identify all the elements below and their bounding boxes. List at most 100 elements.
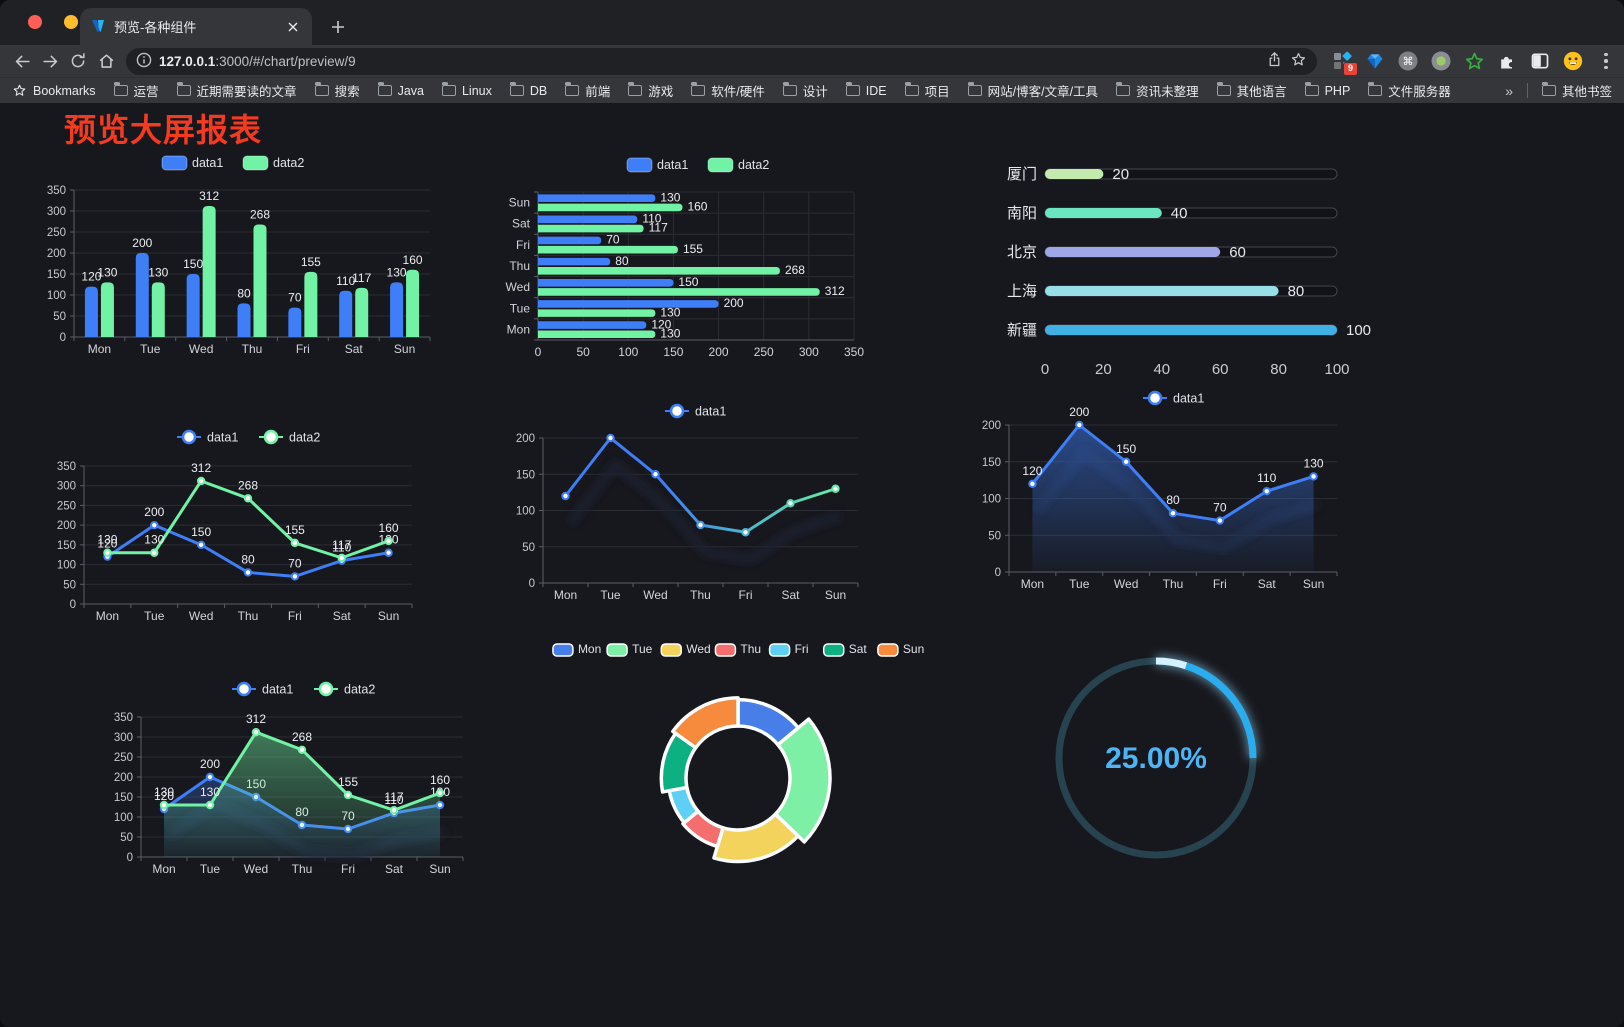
- bookmark-item[interactable]: 项目: [904, 81, 950, 100]
- browser-menu-button[interactable]: [1596, 50, 1616, 72]
- chart-canvas: data1 data2 0 50 100 150 200 250 300 350 Mon Tue Wed…: [114, 681, 464, 876]
- close-window-button[interactable]: [28, 15, 42, 29]
- bookmark-item[interactable]: Linux: [441, 82, 492, 98]
- extension-puzzle-icon[interactable]: [1496, 50, 1518, 72]
- svg-text:100: 100: [982, 494, 1001, 506]
- other-bookmarks[interactable]: 其他书签: [1541, 81, 1612, 100]
- address-bar[interactable]: 127.0.0.1:3000/#/chart/preview/9: [126, 47, 1317, 75]
- line-chart-two-series[interactable]: data1 data2 0 50 100 150 200 250 300 350 Mon Tue Wed…: [48, 420, 420, 638]
- sidebar-toggle-icon[interactable]: [1529, 50, 1551, 72]
- back-button[interactable]: [8, 48, 36, 74]
- area-line-chart[interactable]: data1 0 50 100 150 200 Mon Tue Wed Thu Fri Sat Sun 12…: [965, 388, 1350, 596]
- svg-text:200: 200: [516, 433, 535, 445]
- share-button[interactable]: [1266, 51, 1283, 71]
- browser-tab[interactable]: 预览-各种组件: [80, 8, 312, 45]
- svg-text:130: 130: [387, 265, 407, 279]
- bookmark-item[interactable]: 其他语言: [1216, 81, 1287, 100]
- svg-text:Mon: Mon: [507, 322, 530, 336]
- svg-text:0: 0: [60, 332, 66, 344]
- bookmark-item[interactable]: 文件服务器: [1368, 81, 1451, 100]
- bookmarks-overflow-chevron[interactable]: »: [1505, 82, 1513, 99]
- bookmark-item[interactable]: IDE: [845, 82, 887, 98]
- home-button[interactable]: [92, 48, 120, 74]
- svg-text:100: 100: [47, 290, 66, 302]
- svg-text:100: 100: [618, 345, 638, 359]
- progress-bars-chart[interactable]: 厦门 20 南阳 40 北京 60 上海 80 新疆 100 0 20 40 60 80 100: [985, 150, 1377, 385]
- bookmark-item[interactable]: PHP: [1304, 82, 1350, 98]
- extension-record-icon[interactable]: [1430, 50, 1452, 72]
- extension-grid-icon[interactable]: 9: [1331, 50, 1358, 76]
- new-tab-button[interactable]: [326, 15, 350, 39]
- bookmark-label: 运营: [133, 85, 159, 99]
- svg-text:Fri: Fri: [1213, 577, 1227, 591]
- bookmark-item[interactable]: Java: [377, 82, 424, 98]
- svg-text:80: 80: [241, 552, 255, 566]
- bookmark-label: 近期需要读的文章: [196, 85, 297, 99]
- reload-button[interactable]: [64, 48, 92, 74]
- folder-icon: [628, 82, 643, 96]
- bookmark-item[interactable]: 设计: [782, 81, 828, 100]
- folder-icon: [967, 82, 982, 96]
- svg-text:130: 130: [144, 533, 164, 547]
- bookmark-item[interactable]: 近期需要读的文章: [176, 81, 297, 100]
- svg-text:100: 100: [1346, 322, 1371, 339]
- bookmark-label: 游戏: [648, 85, 674, 99]
- svg-text:268: 268: [785, 263, 805, 277]
- svg-text:40: 40: [1171, 205, 1188, 222]
- horizontal-bar-chart[interactable]: data1 data2 0 50 100 150 200 250 300 350 Sun Sat Fri…: [500, 150, 900, 365]
- bookmarks-separator: [1526, 83, 1528, 98]
- area-chart-two-series[interactable]: data1 data2 0 50 100 150 200 250 300 350 Mon Tue Wed…: [105, 672, 477, 888]
- bookmark-item[interactable]: 前端: [565, 81, 610, 100]
- svg-text:150: 150: [516, 469, 535, 481]
- extension-gem-icon[interactable]: [1364, 50, 1386, 72]
- emoji-extension-icon[interactable]: [1562, 50, 1584, 72]
- svg-text:Wed: Wed: [643, 588, 667, 602]
- svg-text:Fri: Fri: [288, 609, 302, 623]
- bookmark-label: 资讯未整理: [1136, 85, 1199, 99]
- svg-text:80: 80: [1288, 283, 1305, 300]
- svg-text:150: 150: [982, 457, 1001, 469]
- svg-text:Sat: Sat: [849, 642, 868, 656]
- site-info-icon[interactable]: [136, 52, 152, 71]
- bookmark-item[interactable]: 资讯未整理: [1116, 81, 1199, 100]
- svg-text:120: 120: [97, 537, 117, 551]
- bookmark-item[interactable]: 游戏: [628, 81, 673, 100]
- svg-text:70: 70: [606, 233, 620, 247]
- svg-text:160: 160: [403, 253, 423, 267]
- svg-text:155: 155: [338, 775, 358, 789]
- tab-close-icon[interactable]: [284, 18, 302, 36]
- bookmark-star-button[interactable]: [1290, 51, 1307, 71]
- gauge-chart[interactable]: 25.00%: [1040, 640, 1280, 880]
- page-title: 预览大屏报表: [64, 112, 263, 148]
- bookmark-item[interactable]: 软件/硬件: [691, 81, 765, 100]
- svg-text:350: 350: [844, 345, 864, 359]
- folder-icon: [565, 82, 580, 96]
- svg-text:Wed: Wed: [1114, 577, 1138, 591]
- svg-text:Wed: Wed: [506, 280, 530, 294]
- svg-text:60: 60: [1229, 244, 1246, 261]
- svg-text:50: 50: [63, 579, 76, 591]
- svg-text:130: 130: [97, 265, 117, 279]
- bookmark-item[interactable]: DB: [509, 82, 547, 98]
- svg-text:70: 70: [288, 291, 302, 305]
- extension-star-icon[interactable]: [1463, 50, 1485, 72]
- svg-text:300: 300: [114, 732, 133, 744]
- bookmarks-root[interactable]: Bookmarks: [12, 83, 96, 98]
- bookmark-label: 其他语言: [1236, 85, 1287, 99]
- chart-canvas: data1 0 50 100 150 200 Mon Tue Wed Thu Fri Sat Sun: [516, 403, 859, 602]
- bar-chart[interactable]: data1 data2 0 50 100 150 200 250 300 350 Mon Tue Wed…: [40, 148, 440, 360]
- bookmark-item[interactable]: 网站/博客/文章/工具: [967, 81, 1099, 100]
- forward-button[interactable]: [36, 48, 64, 74]
- bookmark-item[interactable]: 搜索: [314, 81, 360, 100]
- rose-donut-chart[interactable]: Mon Tue Wed Thu Fri Sat Sun: [548, 638, 928, 890]
- line-chart-gradient[interactable]: data1 0 50 100 150 200 Mon Tue Wed Thu Fri Sat Sun: [505, 398, 873, 610]
- minimize-window-button[interactable]: [64, 15, 78, 29]
- svg-text:南阳: 南阳: [1007, 205, 1037, 222]
- svg-text:0: 0: [70, 599, 76, 611]
- extension-command-icon[interactable]: ⌘: [1397, 50, 1419, 72]
- svg-text:Thu: Thu: [242, 342, 263, 356]
- svg-text:data2: data2: [289, 431, 320, 445]
- bookmark-label: 网站/博客/文章/工具: [987, 85, 1099, 99]
- bookmark-item[interactable]: 运营: [113, 81, 159, 100]
- svg-text:312: 312: [199, 189, 219, 203]
